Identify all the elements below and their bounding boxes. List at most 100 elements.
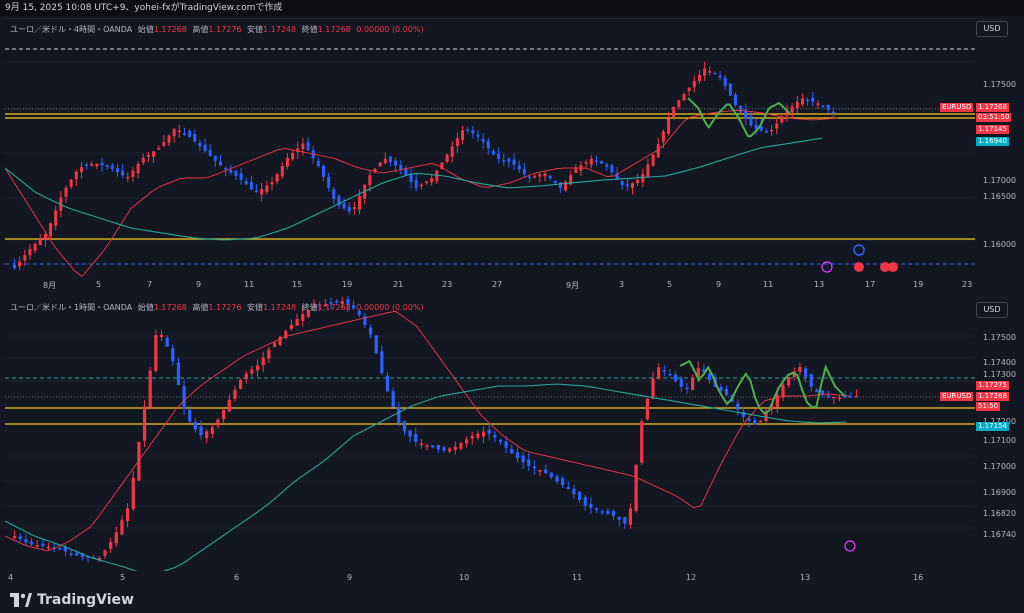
candle-body — [327, 176, 331, 188]
ma-fast-line — [5, 310, 850, 552]
candle-body — [322, 165, 325, 177]
candle-body — [425, 445, 429, 448]
candle-body — [561, 478, 565, 486]
candle-body — [558, 182, 562, 188]
candle-body — [131, 170, 135, 177]
candle-body — [821, 105, 825, 107]
candle-body — [188, 130, 192, 138]
candle-body — [723, 77, 727, 86]
bottom-upper-tag: 1.17275 — [976, 381, 1009, 390]
candle-body — [80, 553, 84, 558]
bottom-date-tick: 13 — [800, 573, 811, 582]
candle-body — [728, 83, 732, 96]
candle-body — [399, 164, 403, 170]
tradingview-logo[interactable]: TradingView — [10, 592, 134, 608]
candle-body — [146, 154, 150, 157]
candle-body — [549, 472, 553, 478]
candle-body — [816, 103, 820, 105]
candle-body — [646, 164, 650, 177]
candle-body — [316, 160, 320, 167]
bottom-price-tick: 1.16900 — [983, 488, 1017, 497]
candle-body — [703, 68, 707, 76]
bottom-chart-canvas[interactable] — [5, 296, 975, 571]
candle-body — [491, 151, 495, 155]
candle-body — [182, 133, 186, 135]
candle-body — [657, 367, 661, 379]
candle-body — [337, 196, 341, 206]
candle-body — [718, 75, 722, 78]
candle-body — [182, 386, 186, 409]
candle-body — [431, 445, 435, 448]
candle-body — [435, 170, 439, 182]
top-date-tick: 9 — [196, 280, 202, 289]
top-time-axis[interactable]: 8月 5 7 9 11 15 19 21 23 27 9月 3 5 9 11 1… — [5, 278, 975, 292]
bottom-currency-button[interactable]: USD — [976, 302, 1008, 318]
candle-body — [152, 151, 156, 157]
bottom-pane[interactable] — [5, 296, 975, 571]
candle-body — [239, 173, 243, 180]
candle-body — [28, 248, 32, 256]
candle-body — [734, 94, 737, 106]
candle-body — [13, 536, 17, 539]
candle-body — [357, 310, 361, 315]
top-date-tick: 11 — [244, 280, 255, 289]
candle-body — [63, 546, 68, 552]
top-currency-button[interactable]: USD — [976, 21, 1008, 37]
candle-body — [244, 373, 248, 380]
top-date-tick: 23 — [442, 280, 453, 289]
candle-body — [35, 545, 39, 547]
candle-body — [677, 100, 681, 108]
candle-body — [512, 159, 516, 165]
candle-body — [199, 426, 203, 436]
candle-body — [38, 238, 42, 246]
candle-body — [208, 150, 212, 156]
top-price-tick: 1.17000 — [983, 176, 1017, 185]
top-pane[interactable] — [5, 18, 975, 295]
candle-body — [453, 446, 457, 450]
candle-body — [301, 143, 305, 150]
candle-body — [291, 153, 295, 160]
candle-body — [515, 452, 520, 459]
candle-body — [481, 138, 485, 142]
candle-body — [574, 168, 578, 173]
ma-slow-line — [5, 137, 823, 241]
candle-body — [641, 174, 645, 183]
bottom-time-axis[interactable]: 4 5 6 9 10 11 12 13 16 — [5, 572, 975, 586]
candle-body — [110, 165, 114, 169]
candle-body — [121, 170, 125, 176]
candle-body — [193, 134, 197, 142]
candle-body — [368, 327, 373, 335]
top-date-tick: 17 — [865, 280, 876, 289]
candle-body — [58, 547, 62, 550]
candle-body — [744, 109, 748, 119]
candle-body — [538, 470, 542, 472]
candle-body — [504, 441, 508, 448]
candle-body — [272, 342, 277, 347]
candle-body — [284, 330, 288, 338]
candle-body — [713, 72, 717, 75]
top-chart-canvas[interactable] — [5, 18, 975, 295]
candle-body — [249, 182, 253, 190]
top-level-tag: 1.17145 — [976, 125, 1009, 134]
candle-body — [674, 374, 678, 381]
candle-body — [358, 195, 362, 210]
candle-body — [261, 357, 265, 366]
candle-body — [404, 168, 408, 176]
bottom-date-tick: 5 — [120, 573, 126, 582]
candle-body — [388, 156, 392, 163]
candle-body — [385, 375, 390, 392]
candle-body — [90, 163, 94, 166]
candle-body — [239, 380, 243, 389]
bottom-price-tick: 1.16740 — [983, 530, 1017, 539]
candle-body — [176, 362, 181, 385]
candle-body — [105, 165, 109, 167]
lightning-icon — [821, 261, 833, 273]
zigzag-line — [679, 359, 846, 415]
candle-body — [583, 497, 587, 506]
candle-body — [234, 171, 238, 176]
candle-body — [696, 368, 700, 378]
candle-body — [136, 164, 140, 174]
candle-body — [79, 167, 83, 173]
candle-body — [775, 394, 779, 408]
candle-body — [131, 477, 135, 509]
